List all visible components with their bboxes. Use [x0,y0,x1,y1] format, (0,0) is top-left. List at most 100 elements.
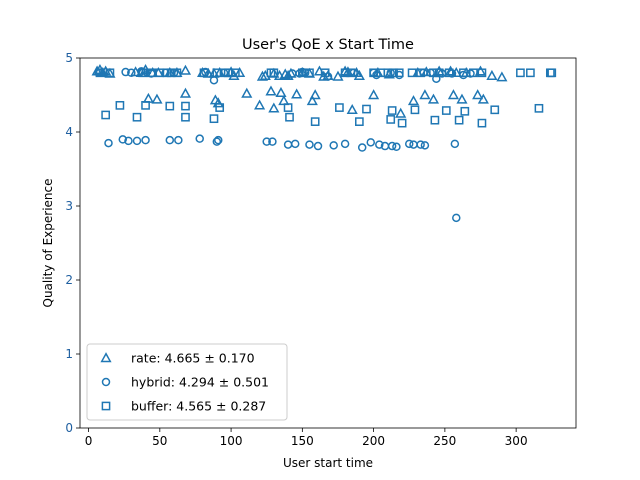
hybrid-point [121,67,130,77]
buffer-point [141,101,150,110]
hybrid-point [174,135,183,145]
rate-point [241,87,253,98]
buffer-point [410,105,420,115]
buffer-point [355,117,364,126]
hybrid-point [127,68,136,78]
buffer-point [516,68,525,78]
rate-point [477,93,489,104]
buffer-point [209,114,219,124]
buffer-point [231,68,240,78]
rate-point [353,69,365,80]
x-tick-label: 300 [505,434,528,448]
rate-point [179,87,192,98]
buffer-point [394,68,404,78]
buffer-point [172,68,182,78]
y-tick-label: 0 [65,421,73,435]
chart-title: User's QoE x Start Time [242,37,414,53]
x-tick-label: 150 [291,434,314,448]
buffer-point [534,103,544,113]
buffer-point [283,103,293,112]
buffer-point [199,68,209,78]
buffer-point [320,68,330,78]
rate-point [450,66,462,77]
buffer-point [454,115,464,125]
hybrid-point [104,138,113,148]
hybrid-point [262,137,271,146]
buffer-point [335,103,344,112]
buffer-point [310,117,320,126]
rate-point [368,89,380,100]
buffer-point [138,68,148,78]
rate-point [447,89,459,100]
buffer-point [212,68,222,78]
legend-box [86,343,288,421]
rate-point [395,107,407,118]
hybrid-point [290,139,300,149]
hybrid-point [124,136,133,146]
rate-point [291,88,303,99]
hybrid-point [212,137,222,146]
buffer-point [397,118,407,128]
rate-point [427,93,440,104]
y-tick-label: 3 [65,199,73,213]
buffer-point [166,68,176,78]
hybrid-point [195,134,204,143]
plot-frame [79,57,577,429]
buffer-point [285,112,294,122]
buffer-point [165,101,175,111]
x-axis-label: User start time [283,456,373,470]
buffer-point [215,103,225,112]
rate-point [309,89,321,100]
buffer-point [386,115,396,124]
hybrid-point [340,139,350,149]
hybrid-point [313,141,323,151]
buffer-point [340,68,350,78]
hybrid-point [268,137,277,146]
hybrid-point [366,138,376,147]
buffer-point [459,68,468,78]
y-tick-label: 1 [65,347,73,361]
legend-marker-rate [100,352,112,363]
hybrid-point [137,67,146,76]
buffer-point [389,68,398,78]
hybrid-point [450,139,460,149]
legend-label-rate: rate: 4.665 ± 0.170 [131,351,255,366]
legend-label-buffer: buffer: 4.565 ± 0.287 [131,399,266,414]
legend-label-hybrid: hybrid: 4.294 ± 0.501 [131,375,269,390]
hybrid-point [387,141,397,151]
hybrid-point [375,140,384,149]
hybrid-point [452,213,461,223]
y-tick-label: 2 [65,273,73,287]
buffer-point [430,115,440,125]
hybrid-point [132,136,142,146]
buffer-point [429,68,438,78]
buffer-point [477,68,487,78]
rate-point [275,86,287,97]
buffer-point [305,68,314,78]
rate-point [486,69,498,80]
buffer-point [105,68,115,78]
hybrid-point [357,143,367,152]
rate-point [306,95,318,106]
hybrid-point [329,141,338,150]
rate-point [282,69,294,80]
buffer-point [383,68,393,78]
buffer-point [526,68,535,78]
legend: rate: 4.665 ± 0.170 hybrid: 4.294 ± 0.501… [86,343,288,421]
legend-marker-buffer [101,401,111,411]
hybrid-point [392,142,401,152]
rate-point [419,89,431,100]
hybrid-point [214,135,223,145]
hybrid-point [141,135,150,145]
rate-point [254,99,266,110]
x-tick-label: 250 [433,434,456,448]
buffer-point [490,105,500,115]
buffer-point [181,112,190,122]
series-buffer [95,68,557,128]
rate-point [268,102,280,113]
rate-point [151,93,163,104]
buffer-point [181,101,190,111]
rate-point [407,95,420,106]
buffer-point [101,110,111,120]
